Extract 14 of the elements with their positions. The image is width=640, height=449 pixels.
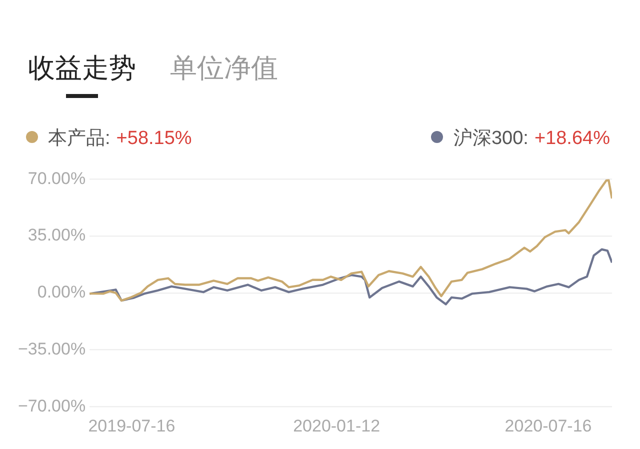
legend-label: 沪深300: (453, 128, 528, 149)
text: +58.15% (116, 128, 192, 149)
x-tick-label: 2020-01-12 (293, 416, 380, 436)
legend-label: 本产品: (48, 128, 110, 149)
y-tick-label: 0.00% (37, 282, 86, 302)
x-tick-label: 2020-07-16 (504, 416, 592, 436)
chart-subtitle: 单位净值 (170, 52, 278, 85)
y-tick-label: −70.00% (18, 396, 86, 416)
x-tick-label: 2019-07-16 (88, 416, 176, 436)
chart-title: 收益走势 (28, 53, 136, 83)
y-tick-label: 70.00% (28, 168, 86, 188)
text: +18.64% (534, 128, 610, 149)
y-tick-label: −35.00% (18, 339, 86, 358)
y-tick-label: 35.00% (28, 226, 86, 245)
